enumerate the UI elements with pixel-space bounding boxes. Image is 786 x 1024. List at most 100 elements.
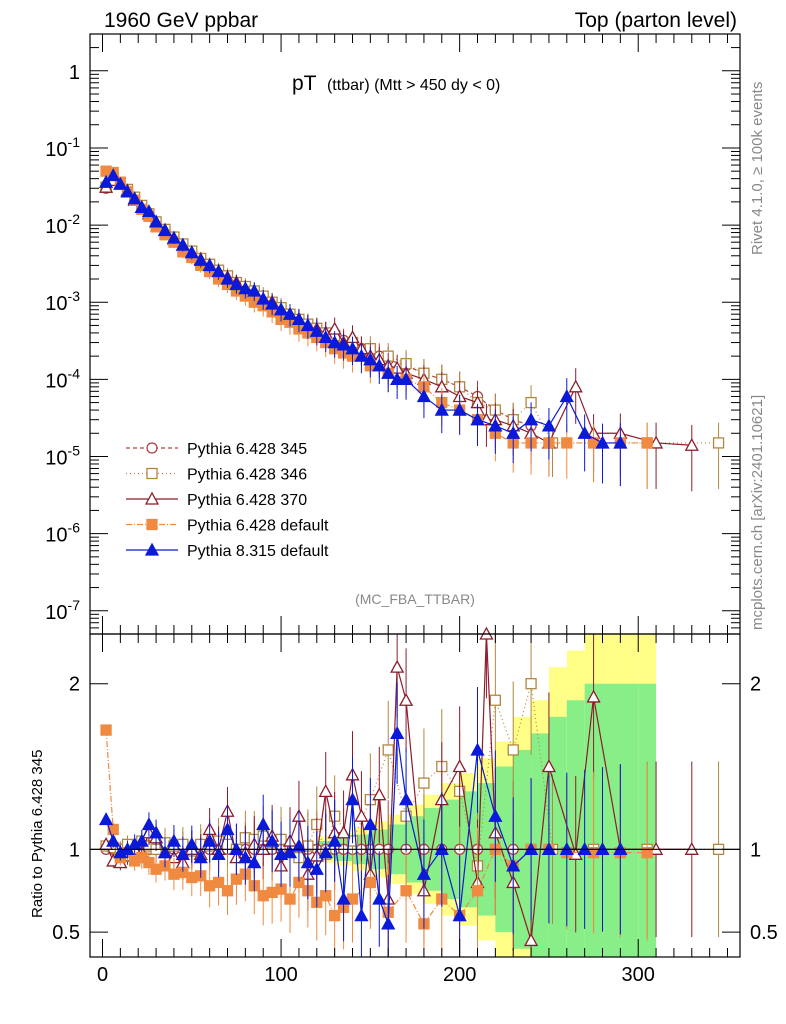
main-ytick-label: 10-6	[45, 520, 80, 547]
series-2-main-point	[568, 379, 583, 393]
legend-entry-label: Pythia 6.428 default	[187, 518, 329, 535]
series-4-main-point	[175, 237, 190, 251]
series-4-ratio-point	[193, 850, 208, 864]
series-4-main-point	[148, 214, 164, 228]
main-ytick-label: 10-4	[45, 365, 80, 392]
xtick-label: 100	[264, 964, 297, 986]
ratio-ytick-label: 2	[69, 674, 80, 696]
series-4-ratio-point	[238, 850, 253, 864]
series-1-ratio-point	[382, 744, 394, 756]
series-2-main-point	[648, 435, 664, 449]
series-4-main-point	[291, 311, 307, 325]
main-panel-series	[98, 165, 725, 492]
band-inner-segment	[548, 716, 567, 957]
series-2-ratio-point	[354, 808, 369, 822]
series-4-main-point	[336, 337, 351, 351]
main-ytick-label: 10-2	[45, 211, 80, 238]
series-4-main-point	[523, 412, 539, 426]
series-3-ratio-point	[364, 876, 377, 889]
series-4-main-point	[265, 296, 280, 310]
series-4-ratio-point	[381, 916, 396, 930]
series-4-main-point	[345, 341, 360, 355]
plot-title-main: pT	[292, 72, 317, 95]
series-4-main-point	[157, 223, 173, 237]
series-1-ratio-point	[418, 777, 430, 789]
series-4-main-point	[238, 281, 253, 295]
ratio-ytick-label-right: 2	[750, 674, 761, 696]
series-2-ratio-point	[372, 787, 387, 801]
series-4-main-point	[127, 191, 142, 205]
series-4-main-point	[309, 323, 324, 337]
series-4-ratio-point	[202, 833, 217, 847]
main-ytick-label: 10-5	[45, 443, 80, 470]
series-4-ratio-point	[148, 825, 164, 839]
series-4-main-point	[416, 389, 432, 403]
series-4-main-point	[229, 277, 244, 291]
series-4-main-point	[202, 258, 217, 272]
series-4-ratio-point	[98, 812, 114, 826]
header-left: 1960 GeV ppbar	[104, 9, 258, 32]
legend-marker	[146, 442, 158, 454]
series-4-ratio-point	[256, 817, 271, 831]
series-2-ratio-point	[398, 692, 414, 706]
series-4-main-point	[106, 168, 121, 182]
side-label-mcplots: mcplots.cern.ch [arXiv:2401.10621]	[749, 395, 766, 630]
series-4-main-point	[318, 330, 333, 344]
series-4-main-point	[434, 402, 449, 416]
series-4-ratio-point	[166, 833, 182, 847]
series-4-main-point	[470, 412, 485, 426]
series-4-ratio-point	[157, 845, 173, 859]
plot-title-rest: (ttbar) (Mtt > 450 dy < 0)	[327, 77, 500, 94]
series-4-ratio-point	[336, 891, 351, 905]
xtick-label: 0	[97, 964, 108, 986]
xtick-label: 200	[443, 964, 476, 986]
series-4-ratio-point	[175, 846, 190, 860]
series-4-ratio-point	[416, 866, 432, 880]
series-4-main-point	[113, 176, 128, 190]
series-3-ratio-point	[212, 876, 225, 889]
main-ytick-label: 1	[69, 62, 80, 84]
series-4-main-point	[390, 372, 405, 386]
series-4-main-point	[184, 245, 199, 259]
series-3-main-point	[641, 437, 653, 449]
legend-entry-label: Pythia 8.315 default	[187, 543, 329, 560]
ratio-ytick-label-right: 1	[750, 839, 761, 861]
series-2-ratio-point	[336, 825, 351, 839]
series-3-ratio-point	[641, 846, 653, 859]
series-4-ratio-point	[247, 855, 262, 869]
series-4-ratio-point	[345, 792, 360, 806]
legend-marker	[144, 542, 160, 556]
series-4-main-point	[541, 418, 557, 432]
ratio-ytick-label: 1	[69, 839, 80, 861]
series-4-main-point	[327, 335, 342, 349]
series-4-ratio-point	[318, 845, 333, 859]
series-4-main-point	[134, 199, 149, 213]
series-2-ratio-point	[541, 759, 557, 773]
series-3-ratio-point	[221, 885, 234, 897]
series-4-main-point	[282, 306, 298, 320]
series-4-ratio-point	[452, 908, 467, 922]
series-4-main-point	[381, 365, 396, 379]
ratio-ytick-label-right: 0.5	[750, 922, 778, 944]
series-2-ratio-point	[390, 659, 405, 673]
series-4-ratio-point	[390, 726, 405, 740]
series-3-ratio-point	[320, 890, 332, 902]
series-2-ratio-point	[523, 933, 539, 947]
series-4-ratio-point	[363, 817, 378, 831]
series-4-main-point	[193, 252, 208, 266]
series-1-ratio-point	[489, 694, 502, 706]
legend-entry-label: Pythia 6.428 346	[187, 467, 307, 484]
series-4-main-point	[577, 425, 592, 439]
series-4-ratio-point	[220, 822, 235, 836]
series-4-ratio-point	[265, 833, 280, 847]
series-1-ratio-point	[525, 678, 537, 690]
legend-marker	[144, 491, 160, 505]
series-4-ratio-point	[488, 808, 503, 822]
series-4-main-point	[220, 271, 235, 285]
ratio-axis-label: Ratio to Pythia 6.428 345	[29, 750, 46, 918]
series-3-ratio-point	[100, 724, 112, 736]
main-ytick-label: 10-1	[45, 134, 80, 161]
series-4-main-point	[247, 283, 262, 297]
series-4-ratio-point	[470, 742, 485, 756]
